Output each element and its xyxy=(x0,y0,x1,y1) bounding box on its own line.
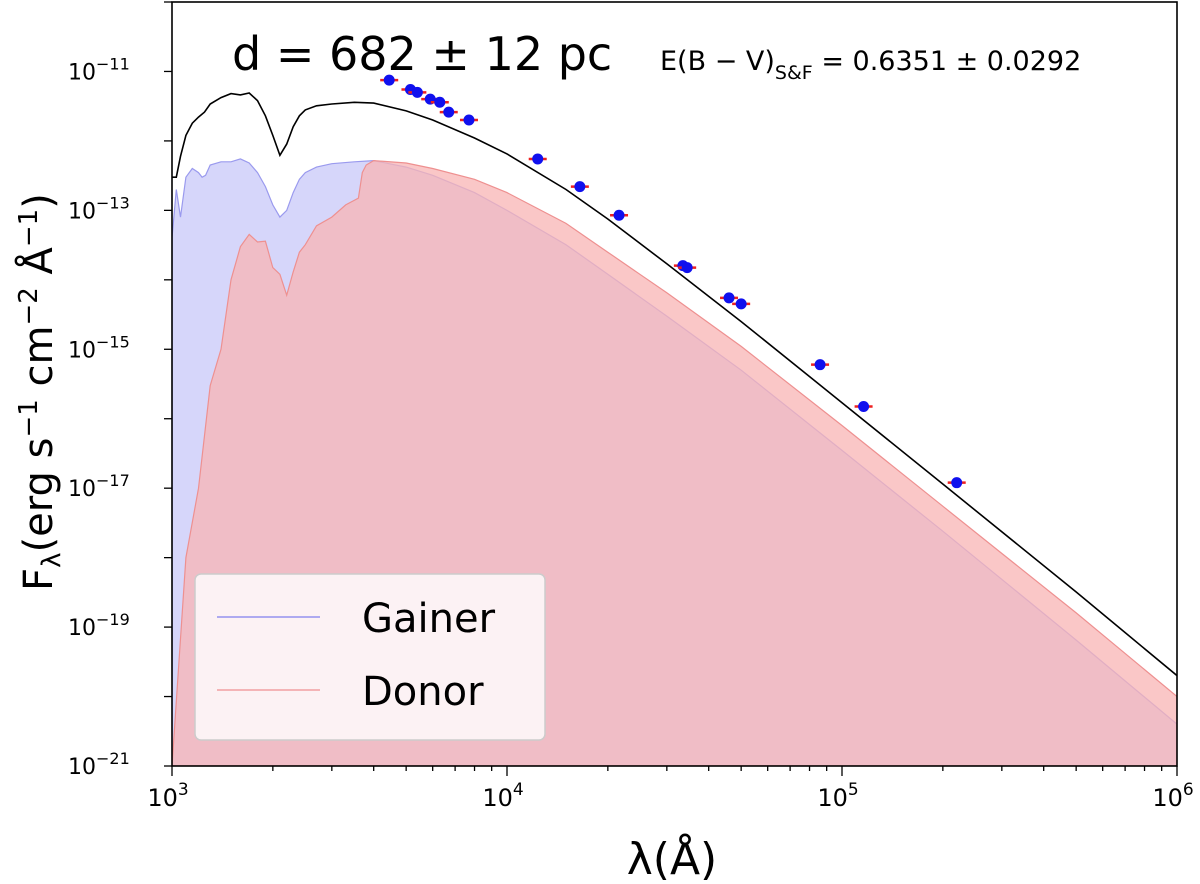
legend-box xyxy=(194,573,546,741)
x-tick-label: 106 xyxy=(1152,780,1193,812)
x-tick-label: 104 xyxy=(482,780,523,812)
observed-point xyxy=(532,153,544,165)
legend-label-gainer: Gainer xyxy=(362,596,496,642)
observed-point xyxy=(858,400,870,412)
y-tick-label: 10−13 xyxy=(68,193,130,224)
y-tick-label: 10−21 xyxy=(68,749,130,780)
observed-point xyxy=(411,86,423,98)
observed-point xyxy=(613,209,625,221)
observed-point xyxy=(383,74,395,86)
total-model-line xyxy=(172,92,1177,677)
x-tick-label: 103 xyxy=(147,780,188,812)
legend-label-donor: Donor xyxy=(362,669,484,715)
axes: 103 104 105 106 10−11 10−13 10−15 10−17 10−19 10−… xyxy=(68,1,1194,812)
y-tick-label: 10−11 xyxy=(68,54,130,85)
observed-point xyxy=(951,477,963,489)
legend: Gainer Donor xyxy=(194,573,546,741)
x-tick-label: 105 xyxy=(817,780,858,812)
y-axis-label: Fλ(erg s−1 cm−2 Å−1) xyxy=(14,193,67,591)
y-tick-label: 10−15 xyxy=(68,332,130,363)
observed-point xyxy=(574,181,586,193)
y-tick-label: 10−19 xyxy=(68,610,130,641)
distance-annotation: d = 682 ± 12 pc xyxy=(232,27,612,81)
observed-point xyxy=(735,298,747,310)
observed-point xyxy=(463,114,475,126)
observed-points xyxy=(380,74,966,489)
observed-point xyxy=(681,262,693,274)
x-axis-label: λ(Å) xyxy=(627,832,717,884)
observed-point xyxy=(434,96,446,108)
model-lines xyxy=(172,92,1177,677)
ebv-annotation: E(B − V)S&F = 0.6351 ± 0.0292 xyxy=(660,46,1081,84)
y-tick-label: 10−17 xyxy=(68,471,130,502)
observed-point xyxy=(723,292,735,304)
observed-point xyxy=(814,359,826,371)
plot-frame xyxy=(171,1,1178,767)
observed-point xyxy=(443,106,455,118)
